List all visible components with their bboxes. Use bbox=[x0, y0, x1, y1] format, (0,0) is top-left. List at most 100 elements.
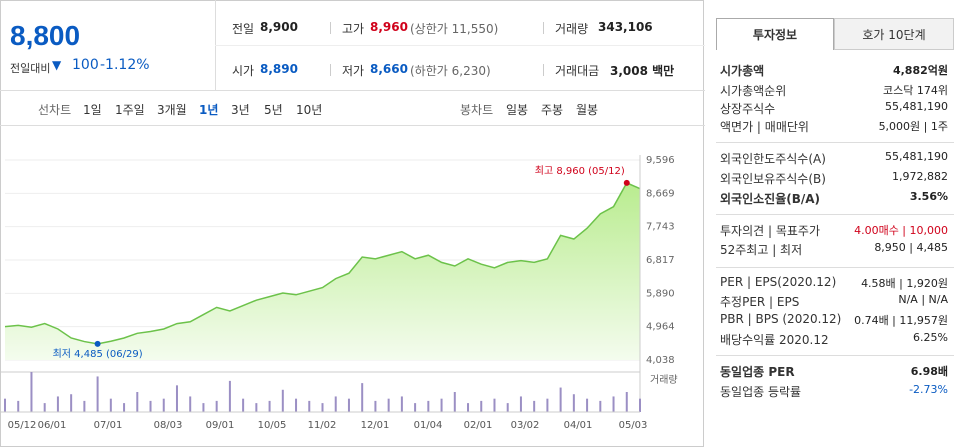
divider bbox=[716, 267, 954, 268]
volume-bar bbox=[109, 398, 112, 412]
min-point bbox=[94, 340, 101, 347]
info-label: 외국인소진율(B/A) bbox=[720, 192, 821, 206]
annotation: 최고 8,960 (05/12) bbox=[535, 165, 625, 177]
x-tick-label: 05/12 bbox=[8, 420, 37, 431]
change: 100 bbox=[72, 57, 99, 73]
info-label: 동일업종 PER bbox=[720, 365, 795, 379]
area bbox=[5, 182, 640, 360]
tab[interactable]: 주봉 bbox=[541, 103, 564, 117]
info-label: 배당수익률 2020.12 bbox=[720, 333, 829, 347]
tab[interactable]: 1일 bbox=[83, 103, 102, 117]
info-value: 4.00매수 | 10,000 bbox=[854, 224, 948, 237]
tab[interactable]: 1년 bbox=[199, 103, 219, 117]
volume-bar bbox=[639, 398, 641, 412]
volume-bar bbox=[559, 387, 562, 412]
tab[interactable]: 3개월 bbox=[157, 103, 187, 117]
stat-value: 8,890 bbox=[260, 62, 298, 76]
x-tick-label: 04/01 bbox=[564, 420, 593, 431]
y-tick-label: 6,817 bbox=[646, 255, 675, 266]
volume-bar bbox=[361, 383, 364, 412]
stat-label: 시가 bbox=[232, 64, 255, 78]
y-tick-label: 5,890 bbox=[646, 288, 675, 299]
x-tick-label: 12/01 bbox=[361, 420, 390, 431]
tab[interactable]: 일봉 bbox=[506, 103, 529, 117]
x-tick-label: 03/02 bbox=[511, 420, 540, 431]
divider bbox=[716, 355, 954, 356]
volume-bar bbox=[123, 403, 126, 412]
y-tick-label: 8,669 bbox=[646, 188, 675, 199]
y-tick-label: 4,964 bbox=[646, 322, 675, 333]
stat-label: 거래량 bbox=[555, 22, 589, 36]
volume-bar bbox=[242, 398, 245, 412]
volume-bar bbox=[215, 400, 218, 412]
tab[interactable]: 월봉 bbox=[576, 103, 599, 117]
volume-bar bbox=[612, 396, 615, 412]
info-label: 액면가 | 매매단위 bbox=[720, 120, 809, 134]
info-value: 0.74배 | 11,957원 bbox=[854, 314, 948, 327]
stat-value: 8,960 bbox=[370, 20, 408, 34]
volume-bar bbox=[321, 403, 324, 412]
divider bbox=[543, 64, 544, 76]
volume-bar bbox=[175, 385, 178, 412]
volume-bar bbox=[440, 398, 443, 412]
volume-bar bbox=[493, 398, 496, 412]
annotation: 최저 4,485 (06/29) bbox=[53, 348, 143, 360]
volume-bar bbox=[519, 396, 522, 412]
x-tick-label: 11/02 bbox=[308, 420, 337, 431]
volume-bar bbox=[189, 396, 192, 412]
sidebar-tab[interactable]: 투자정보 bbox=[716, 18, 834, 50]
volume-bar bbox=[4, 398, 6, 412]
info-value: 코스닥 174위 bbox=[883, 84, 948, 97]
x-tick-label: 09/01 bbox=[206, 420, 235, 431]
x-tick-label: 01/04 bbox=[414, 420, 443, 431]
volume-bar bbox=[255, 403, 258, 412]
divider bbox=[330, 64, 331, 76]
info-label: PER | EPS(2020.12) bbox=[720, 275, 837, 289]
info-label: PBR | BPS (2020.12) bbox=[720, 312, 842, 326]
info-value: 4,882억원 bbox=[892, 64, 948, 77]
divider bbox=[716, 214, 954, 215]
volume-bar bbox=[136, 392, 139, 412]
tab[interactable]: 5년 bbox=[264, 103, 283, 117]
stat-note: (상한가 11,550) bbox=[410, 22, 499, 36]
volume-bar bbox=[400, 396, 403, 412]
volume-bar bbox=[228, 380, 231, 412]
volume-bar bbox=[202, 403, 205, 412]
volume-bar bbox=[572, 394, 575, 412]
volume-bar bbox=[599, 400, 602, 412]
divider bbox=[215, 45, 705, 46]
volume-bar bbox=[17, 400, 20, 412]
volume-label: 거래량 bbox=[650, 374, 678, 386]
tab[interactable]: 3년 bbox=[231, 103, 250, 117]
info-value: 55,481,190 bbox=[885, 100, 948, 113]
stat-note: (하한가 6,230) bbox=[410, 64, 491, 78]
volume-bar bbox=[281, 389, 284, 412]
volume-bar bbox=[625, 392, 628, 412]
stat-label: 저가 bbox=[342, 64, 365, 78]
y-tick-label: 7,743 bbox=[646, 222, 675, 233]
tab[interactable]: 10년 bbox=[296, 103, 323, 117]
volume-bar bbox=[387, 398, 390, 412]
price: 8,800 bbox=[10, 20, 81, 51]
volume-bar bbox=[586, 398, 589, 412]
x-tick-label: 07/01 bbox=[94, 420, 123, 431]
info-value: 1,972,882 bbox=[892, 170, 948, 183]
y-tick-label: 4,038 bbox=[646, 355, 675, 366]
border bbox=[0, 0, 704, 447]
price-line bbox=[4, 181, 641, 345]
sidebar-tab[interactable]: 호가 10단계 bbox=[834, 18, 954, 50]
x-tick-label: 08/03 bbox=[154, 420, 183, 431]
stat-value: 343,106 bbox=[598, 20, 653, 34]
info-value: -2.73% bbox=[909, 383, 948, 396]
info-label: 시가총액 bbox=[720, 64, 765, 78]
info-label: 투자의견 | 목표주가 bbox=[720, 224, 820, 238]
volume-bar bbox=[162, 398, 165, 412]
info-label: 시가총액순위 bbox=[720, 84, 787, 98]
info-label: 동일업종 등락률 bbox=[720, 385, 802, 399]
volume-bar bbox=[295, 398, 298, 412]
info-value: 6.98배 bbox=[910, 365, 948, 378]
tab[interactable]: 1주일 bbox=[115, 103, 145, 117]
volume-bar bbox=[96, 376, 99, 412]
divider bbox=[0, 125, 705, 126]
